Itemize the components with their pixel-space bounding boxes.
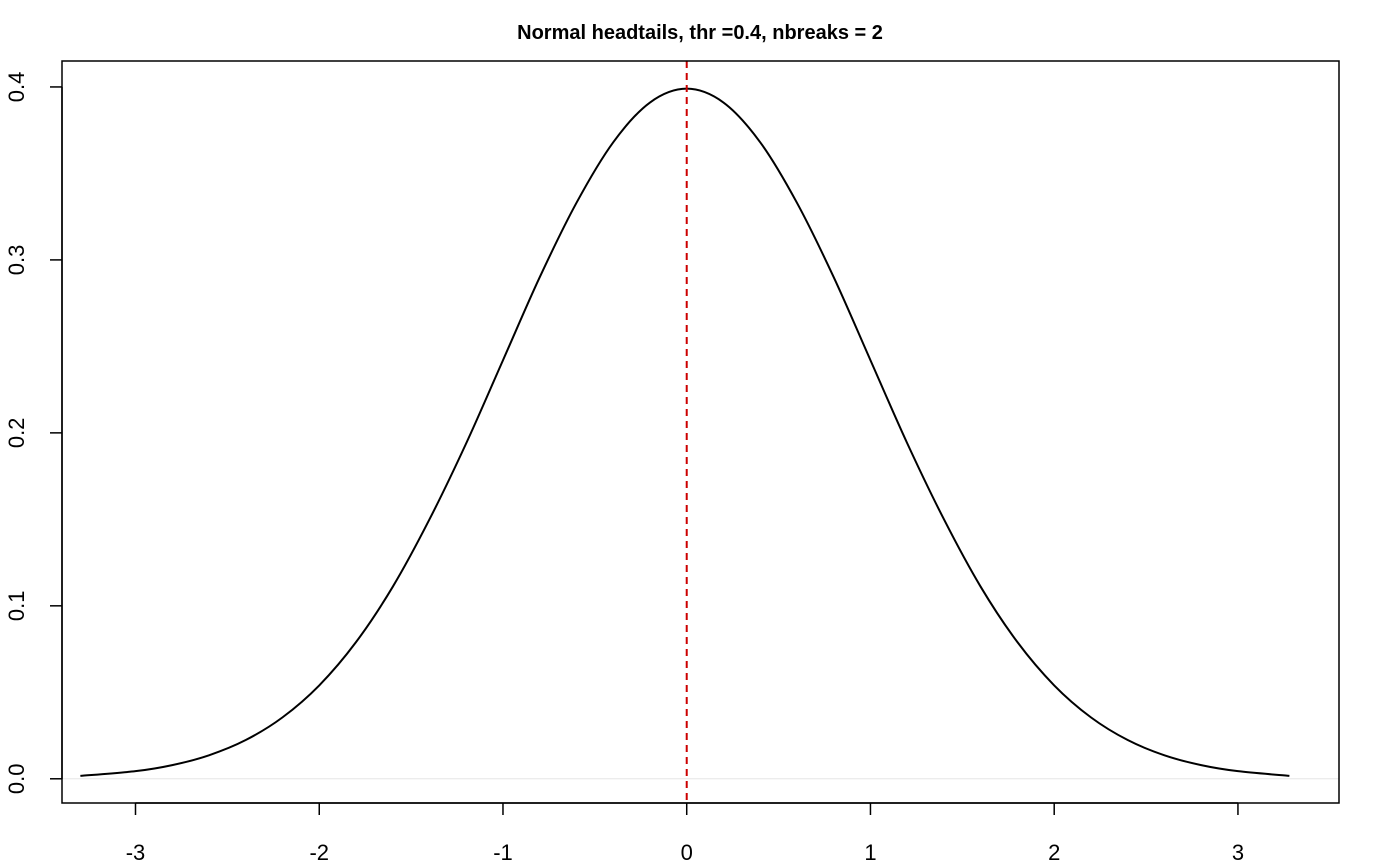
plot-frame	[61, 60, 1340, 804]
y-tick-label-2: 0.2	[4, 418, 29, 449]
x-tick-label-3: 0	[681, 840, 693, 865]
chart-title: Normal headtails, thr =0.4, nbreaks = 2	[517, 22, 883, 44]
x-tick-label-0: -3	[126, 840, 146, 865]
density-curve-0	[80, 87, 1290, 777]
y-tick-label-3: 0.3	[4, 245, 29, 276]
x-tick-label-1: -2	[309, 840, 329, 865]
x-tick-label-2: -1	[493, 840, 513, 865]
x-tick-label-6: 3	[1232, 840, 1244, 865]
y-tick-label-0: 0.0	[4, 763, 29, 794]
x-tick-label-4: 1	[864, 840, 876, 865]
y-tick-label-4: 0.4	[4, 72, 29, 103]
y-tick-label-1: 0.1	[4, 591, 29, 622]
axes: -3 -2 -1 0 1 2 3 0.0 0.1 0.2 0.3 0.4	[4, 60, 1340, 865]
plot-area	[62, 61, 1339, 803]
x-tick-label-5: 2	[1048, 840, 1060, 865]
